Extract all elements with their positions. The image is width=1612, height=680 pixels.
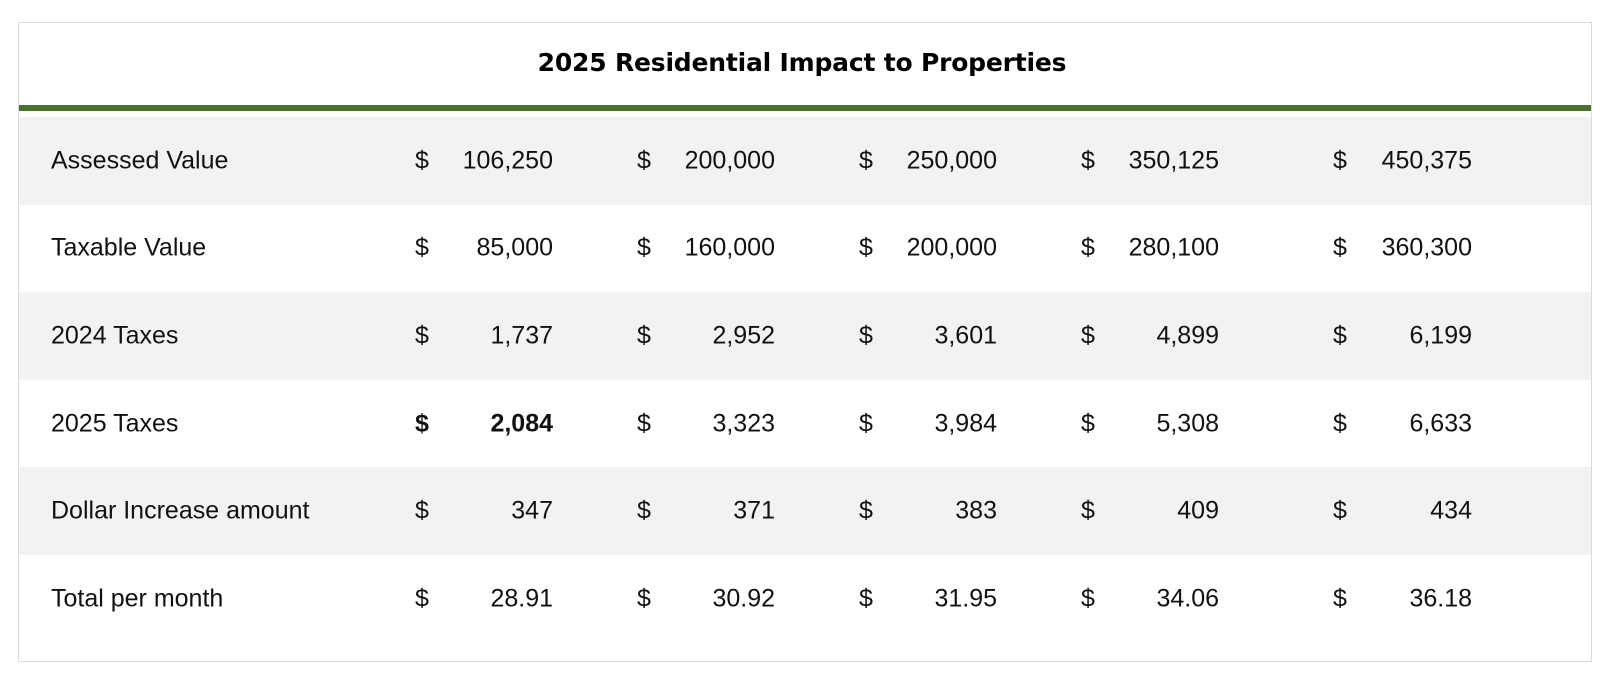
currency-symbol: $ bbox=[415, 409, 429, 438]
table-header: 2025 Residential Impact to Properties bbox=[19, 23, 1591, 111]
table-row-taxable-value: Taxable Value $ 85,000 $ 160,000 $ 200,0… bbox=[19, 205, 1591, 293]
currency-symbol: $ bbox=[1081, 321, 1095, 350]
currency-symbol: $ bbox=[859, 146, 873, 175]
row-label: 2024 Taxes bbox=[51, 321, 179, 350]
currency-symbol: $ bbox=[415, 321, 429, 350]
table-cell: 371 bbox=[733, 496, 775, 525]
currency-symbol: $ bbox=[859, 496, 873, 525]
table-cell: 1,737 bbox=[490, 321, 553, 350]
currency-symbol: $ bbox=[1333, 321, 1347, 350]
row-label: Dollar Increase amount bbox=[51, 496, 310, 525]
table-cell: 2,952 bbox=[712, 321, 775, 350]
currency-symbol: $ bbox=[637, 321, 651, 350]
table-row-total-per-month: Total per month $ 28.91 $ 30.92 $ 31.95 … bbox=[19, 555, 1591, 643]
currency-symbol: $ bbox=[859, 321, 873, 350]
currency-symbol: $ bbox=[859, 409, 873, 438]
table-cell: 85,000 bbox=[476, 233, 553, 262]
table-cell: 28.91 bbox=[490, 584, 553, 613]
table-row-dollar-increase: Dollar Increase amount $ 347 $ 371 $ 383… bbox=[19, 467, 1591, 555]
currency-symbol: $ bbox=[1081, 409, 1095, 438]
table-cell: 200,000 bbox=[684, 146, 775, 175]
table-title: 2025 Residential Impact to Properties bbox=[537, 47, 1067, 77]
table-cell: 160,000 bbox=[684, 233, 775, 262]
currency-symbol: $ bbox=[859, 584, 873, 613]
currency-symbol: $ bbox=[1081, 584, 1095, 613]
row-label: Taxable Value bbox=[51, 233, 207, 262]
currency-symbol: $ bbox=[1081, 496, 1095, 525]
table-cell: 3,323 bbox=[712, 409, 775, 438]
currency-symbol: $ bbox=[1081, 233, 1095, 262]
currency-symbol: $ bbox=[1333, 584, 1347, 613]
impact-table: 2025 Residential Impact to Properties As… bbox=[18, 22, 1592, 662]
currency-symbol: $ bbox=[1333, 496, 1347, 525]
table-cell: 34.06 bbox=[1156, 584, 1219, 613]
table-row-assessed-value: Assessed Value $ 106,250 $ 200,000 $ 250… bbox=[19, 117, 1591, 205]
table-cell: 347 bbox=[511, 496, 553, 525]
table-cell: 6,633 bbox=[1409, 409, 1472, 438]
currency-symbol: $ bbox=[415, 496, 429, 525]
table-cell-highlighted: 2,084 bbox=[490, 409, 553, 438]
table-cell: 106,250 bbox=[462, 146, 553, 175]
currency-symbol: $ bbox=[637, 496, 651, 525]
currency-symbol: $ bbox=[1333, 146, 1347, 175]
currency-symbol: $ bbox=[859, 233, 873, 262]
currency-symbol: $ bbox=[1081, 146, 1095, 175]
currency-symbol: $ bbox=[1333, 233, 1347, 262]
table-cell: 434 bbox=[1430, 496, 1472, 525]
table-cell: 5,308 bbox=[1156, 409, 1219, 438]
currency-symbol: $ bbox=[637, 409, 651, 438]
table-cell: 4,899 bbox=[1156, 321, 1219, 350]
currency-symbol: $ bbox=[637, 146, 651, 175]
row-label: Total per month bbox=[51, 584, 224, 613]
table-cell: 3,601 bbox=[934, 321, 997, 350]
table-cell: 36.18 bbox=[1409, 584, 1472, 613]
table-row-2024-taxes: 2024 Taxes $ 1,737 $ 2,952 $ 3,601 $ 4,8… bbox=[19, 292, 1591, 380]
table-body: Assessed Value $ 106,250 $ 200,000 $ 250… bbox=[19, 117, 1591, 643]
currency-symbol: $ bbox=[415, 146, 429, 175]
row-label: Assessed Value bbox=[51, 146, 229, 175]
table-cell: 350,125 bbox=[1128, 146, 1219, 175]
table-cell: 250,000 bbox=[906, 146, 997, 175]
table-cell: 280,100 bbox=[1128, 233, 1219, 262]
currency-symbol: $ bbox=[1333, 409, 1347, 438]
table-cell: 3,984 bbox=[934, 409, 997, 438]
currency-symbol: $ bbox=[415, 233, 429, 262]
currency-symbol: $ bbox=[415, 584, 429, 613]
table-cell: 360,300 bbox=[1381, 233, 1472, 262]
currency-symbol: $ bbox=[637, 233, 651, 262]
table-cell: 450,375 bbox=[1381, 146, 1472, 175]
table-cell: 409 bbox=[1177, 496, 1219, 525]
table-cell: 383 bbox=[955, 496, 997, 525]
table-cell: 6,199 bbox=[1409, 321, 1472, 350]
currency-symbol: $ bbox=[637, 584, 651, 613]
table-row-2025-taxes: 2025 Taxes $ 2,084 $ 3,323 $ 3,984 $ 5,3… bbox=[19, 380, 1591, 468]
table-cell: 200,000 bbox=[906, 233, 997, 262]
table-cell: 31.95 bbox=[934, 584, 997, 613]
row-label: 2025 Taxes bbox=[51, 409, 179, 438]
table-cell: 30.92 bbox=[712, 584, 775, 613]
